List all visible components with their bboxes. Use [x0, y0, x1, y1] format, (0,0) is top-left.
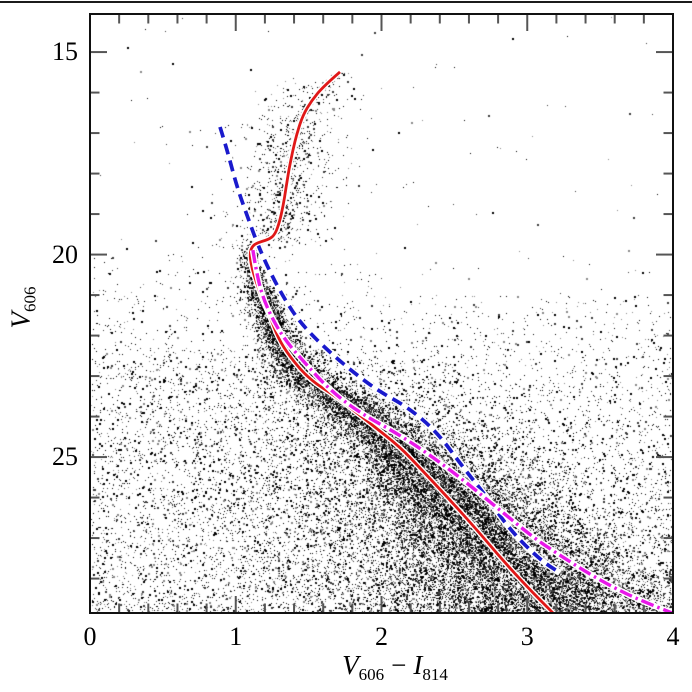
fiducial-magenta-dashdot-casing	[249, 249, 672, 612]
y-axis-variable: V	[5, 312, 36, 329]
isochrone-red-solid-casing	[247, 69, 555, 612]
x-axis-variable-2: I	[413, 650, 423, 680]
x-axis-subscript-1: 606	[358, 665, 385, 684]
x-tick-label-4: 4	[666, 622, 680, 651]
minus-sign: −	[391, 650, 407, 680]
y-tick-label-20: 20	[52, 239, 78, 269]
x-tick-label-3: 3	[520, 622, 534, 651]
y-axis-subscript: 606	[20, 286, 40, 313]
x-axis-title: V606− I814	[260, 650, 530, 685]
x-tick-label-1: 1	[229, 622, 243, 651]
fiducial-blue-dashed-casing	[216, 126, 562, 576]
x-tick-label-0: 0	[83, 622, 97, 651]
fiducial-blue-dashed	[218, 126, 562, 575]
y-tick-label-25: 25	[52, 442, 78, 472]
y-tick-label-15: 15	[52, 37, 78, 67]
plot-frame	[89, 13, 674, 614]
x-axis-variable-1: V	[342, 650, 359, 680]
isochrone-red-solid	[248, 70, 554, 612]
fiducial-magenta-dashdot	[251, 249, 672, 612]
x-axis-subscript-2: 814	[422, 665, 448, 684]
x-tick-label-2: 2	[375, 622, 388, 651]
